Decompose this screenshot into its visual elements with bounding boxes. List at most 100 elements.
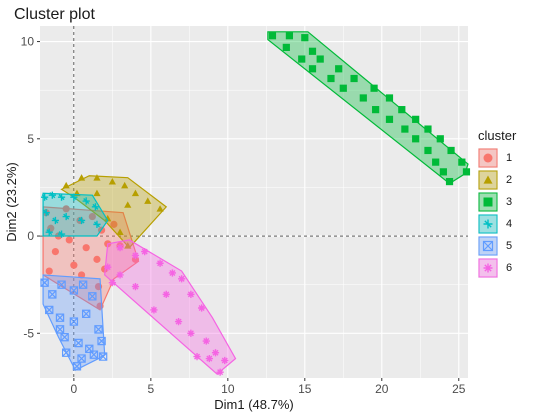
cluster-4-point [48, 191, 56, 199]
cluster-6-point [198, 304, 206, 312]
cluster-3-point [398, 106, 406, 114]
cluster-1-point [62, 205, 70, 213]
cluster-1-point [110, 220, 118, 228]
cluster-3-point [268, 32, 277, 40]
legend-label: 4 [506, 218, 513, 230]
cluster-5-point [97, 336, 106, 346]
cluster-1-point [65, 236, 73, 244]
legend-key-shape [482, 240, 494, 252]
cluster-6-point [178, 275, 186, 283]
cluster-4-point [45, 228, 53, 236]
legend-key [478, 214, 498, 234]
cluster-5-point [45, 305, 54, 315]
cluster-1-point [82, 244, 90, 252]
cluster-6-point [174, 318, 183, 326]
legend-item-2: 2 [478, 169, 534, 191]
legend-items: 1 2 3 4 5 6 [478, 147, 534, 279]
legend-item-6: 6 [478, 257, 534, 279]
legend-key-shape [483, 197, 493, 207]
cluster-6-point [108, 279, 116, 287]
cluster-3-point [301, 34, 309, 42]
cluster-3-point [447, 146, 455, 155]
legend-item-4: 4 [478, 213, 534, 235]
cluster-3-point [445, 177, 454, 186]
legend-key-glyph [478, 258, 498, 278]
cluster-2-point [144, 197, 152, 204]
cluster-2-point [131, 189, 140, 197]
legend-label: 6 [506, 262, 513, 274]
cluster-5-point [61, 348, 71, 357]
cluster-3-point [385, 115, 394, 123]
cluster-5-point [48, 290, 57, 299]
cluster-6-point [216, 368, 224, 376]
legend-key [478, 192, 498, 212]
legend: cluster 1 2 3 4 5 6 [478, 128, 534, 279]
cluster-6-point [187, 290, 195, 298]
legend-label: 5 [506, 240, 513, 252]
cluster-3-point [412, 115, 420, 123]
cluster-2-point [62, 181, 70, 189]
cluster-5-point [81, 309, 91, 319]
cluster-6-point [205, 354, 213, 363]
cluster-6-point [150, 306, 158, 314]
cluster-1-point [70, 261, 78, 269]
legend-key-glyph [478, 148, 498, 168]
cluster-3-point [385, 94, 394, 102]
x-tick-label: 5 [148, 382, 155, 396]
legend-key [478, 236, 498, 256]
cluster-3 [267, 31, 471, 186]
cluster-4-point [42, 209, 50, 217]
cluster-3-point [308, 65, 317, 73]
cluster-6-point [156, 259, 164, 267]
legend-key-glyph [478, 170, 498, 190]
cluster-2-point [124, 201, 132, 208]
legend-key [478, 258, 498, 278]
cluster-3-point [298, 55, 306, 63]
cluster-6-point [211, 349, 220, 357]
cluster-6-point [193, 353, 201, 361]
cluster-6-point [187, 329, 195, 337]
cluster-3-point [372, 106, 380, 114]
chart-title: Cluster plot [14, 6, 95, 23]
cluster-3-point [439, 168, 447, 176]
x-tick-label: 25 [452, 382, 466, 396]
cluster-1-point [93, 255, 101, 263]
y-tick-label: 5 [27, 132, 34, 146]
cluster-6 [104, 239, 237, 376]
cluster-2-point [104, 214, 112, 222]
cluster-3-point [359, 94, 367, 102]
legend-key-glyph [478, 236, 498, 256]
cluster-3-point [282, 43, 290, 51]
cluster-3-point [458, 158, 466, 166]
cluster-5-point [57, 280, 66, 289]
cluster-5 [40, 274, 108, 372]
cluster-4-point [93, 220, 101, 228]
cluster-3-point [308, 47, 317, 55]
cluster-4 [41, 191, 109, 238]
cluster-2-point [108, 177, 116, 185]
legend-key-shape [483, 175, 493, 184]
cluster-3-point [350, 74, 358, 83]
cluster-5-point [69, 286, 79, 295]
cluster-6-point [116, 244, 124, 252]
legend-label: 1 [506, 152, 513, 164]
cluster-4-point [91, 203, 100, 211]
cluster-3-point [335, 65, 343, 73]
legend-key-shape [483, 263, 493, 273]
cluster-3-point [462, 168, 471, 176]
cluster-6-point [104, 263, 112, 271]
legend-item-5: 5 [478, 235, 534, 257]
cluster-3-point [412, 135, 420, 143]
cluster-2-point [124, 242, 132, 249]
cluster-6-point [162, 290, 170, 298]
cluster-4-point [41, 193, 49, 201]
legend-key-shape [483, 219, 493, 229]
cluster-2-point [116, 228, 124, 236]
x-tick-label: 0 [71, 382, 78, 396]
legend-key-glyph [478, 192, 498, 212]
legend-key-glyph [478, 214, 498, 234]
cluster-2-hull [60, 175, 168, 249]
cluster-6-point [131, 251, 140, 260]
cluster-5-point [78, 280, 88, 289]
